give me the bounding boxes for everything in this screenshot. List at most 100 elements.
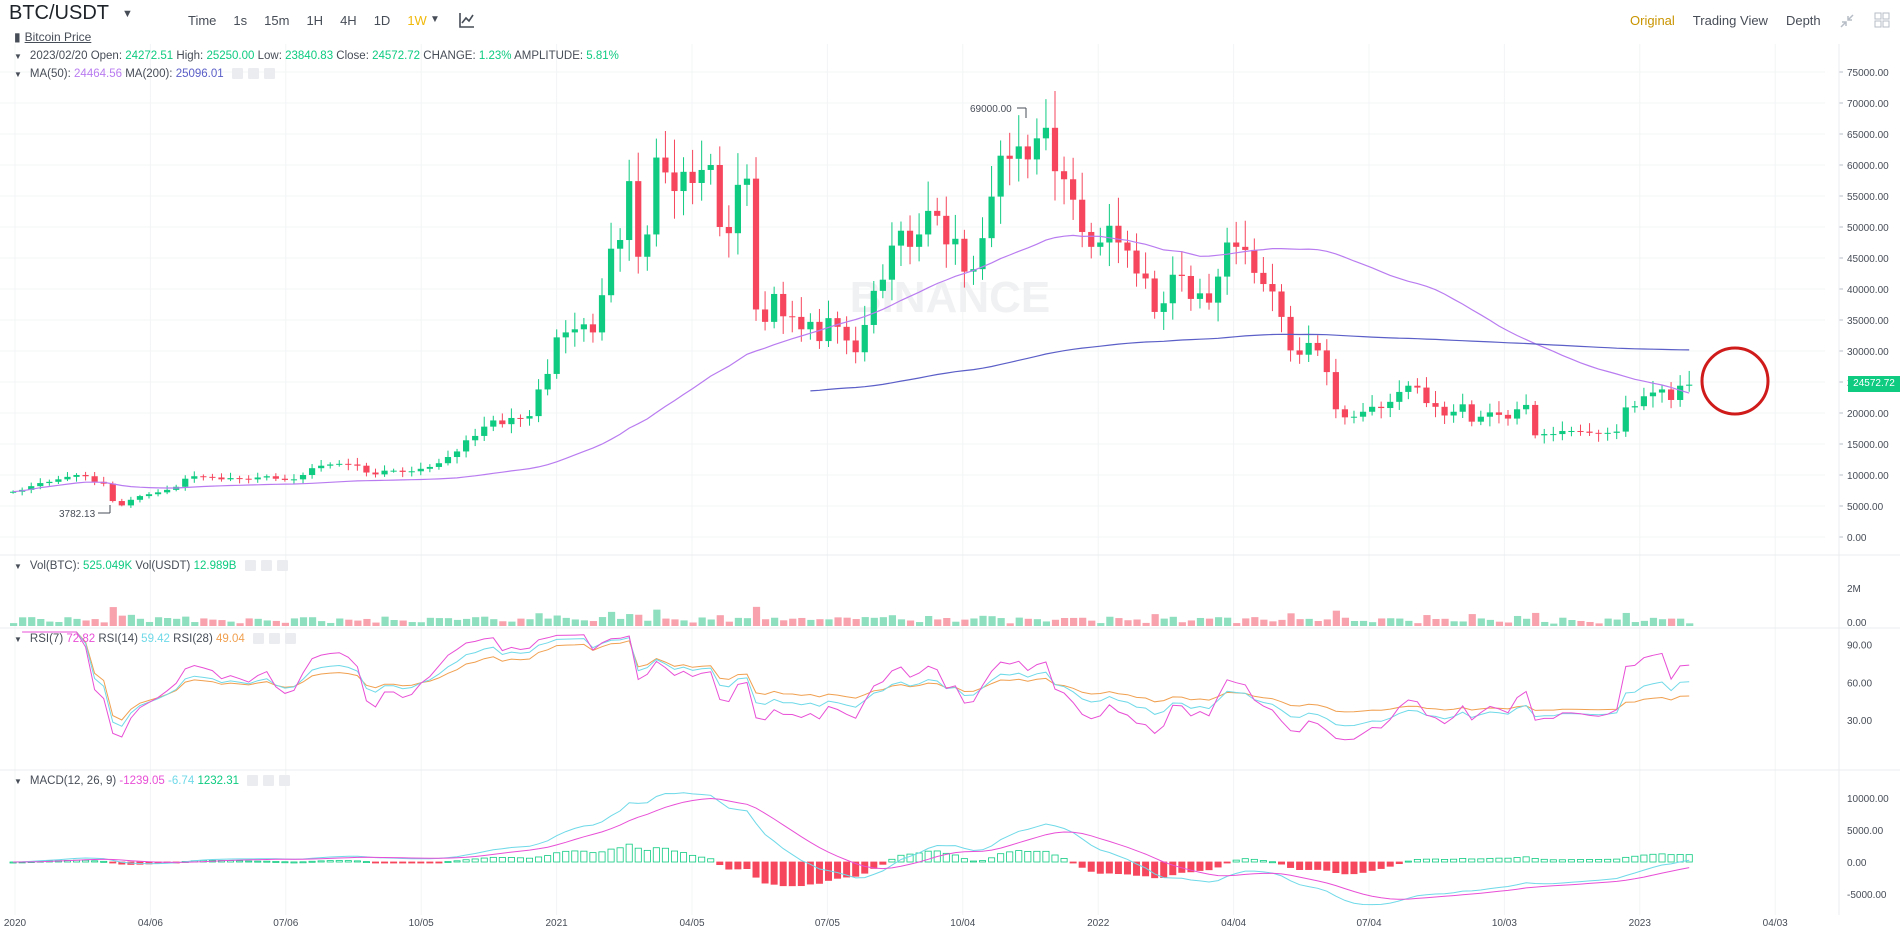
pair-selector[interactable]: BTC/USDT [9, 2, 109, 24]
time-tick-label: 07/04 [1356, 918, 1381, 929]
close-icon[interactable] [279, 775, 291, 787]
interval-4h[interactable]: 4H [340, 13, 357, 28]
macd-histogram-bar [960, 858, 968, 863]
indicators-icon[interactable] [458, 11, 476, 29]
rsi-tick-label: 60.00 [1847, 678, 1872, 689]
volume-bar [1622, 612, 1630, 626]
rsi-info: ▼ RSI(7) 72.82 RSI(14) 59.42 RSI(28) 49.0… [14, 633, 296, 645]
macd-tick-label: 10000.00 [1847, 794, 1889, 805]
close-icon[interactable] [284, 633, 296, 645]
collapse-chevron-icon[interactable]: ▼ [14, 777, 22, 786]
tab-trading-view[interactable]: Trading View [1692, 13, 1768, 28]
candle-body [381, 470, 388, 475]
macd-histogram-bar [362, 861, 370, 863]
volume-info: ▼ Vol(BTC): 525.049K Vol(USDT) 12.989B [14, 560, 288, 572]
macd-histogram-bar [553, 852, 561, 863]
volume-tick-label: 0.00 [1847, 618, 1867, 629]
price-tick-label: 30000.00 [1847, 347, 1889, 358]
tab-original[interactable]: Original [1630, 13, 1675, 28]
candle-body [535, 389, 542, 417]
candle-body [336, 463, 343, 465]
layout-grid-icon[interactable] [1874, 12, 1890, 28]
macd-histogram-bar [1087, 861, 1095, 872]
ma-info: ▼ MA(50): 24464.56 MA(200): 25096.01 [14, 68, 275, 80]
macd-histogram-bar [82, 859, 90, 863]
hide-icon[interactable] [231, 68, 243, 80]
macd-histogram-bar [1250, 858, 1258, 863]
settings-icon[interactable] [247, 68, 259, 80]
candle-body [327, 464, 334, 466]
macd-histogram-bar [1441, 858, 1449, 863]
volume-bar [1414, 623, 1422, 626]
settings-icon[interactable] [268, 633, 280, 645]
macd-histogram-bar [1069, 861, 1077, 864]
macd-histogram-bar [1133, 861, 1141, 876]
candle-body [1160, 303, 1167, 312]
volume-bar [988, 616, 996, 626]
interval-1w[interactable]: 1W [407, 13, 427, 28]
macd-histogram-bar [634, 847, 642, 863]
macd-histogram-bar [1586, 859, 1594, 863]
volume-bar [1686, 623, 1694, 626]
interval-1s[interactable]: 1s [233, 13, 248, 28]
candle-body [1079, 199, 1086, 232]
interval-time[interactable]: Time [188, 13, 217, 28]
close-icon[interactable] [276, 560, 288, 572]
macd-histogram-bar [353, 860, 361, 863]
macd-histogram-bar [1595, 859, 1603, 863]
volume-bar [879, 617, 887, 626]
hide-icon[interactable] [244, 560, 256, 572]
interval-1h[interactable]: 1H [306, 13, 324, 28]
candle-body [308, 468, 316, 475]
macd-histogram-bar [1241, 858, 1249, 863]
candle-body [1459, 404, 1466, 412]
macd-histogram-bar [571, 850, 579, 863]
candle-body [372, 472, 379, 475]
candle-body [870, 290, 877, 325]
volume-bar [1242, 618, 1250, 626]
candle-body [680, 171, 687, 192]
volume-bar [1305, 618, 1313, 626]
macd-histogram-bar [1051, 854, 1059, 863]
interval-1d[interactable]: 1D [373, 13, 391, 28]
macd-histogram-bar [1549, 859, 1557, 863]
chevron-down-icon[interactable]: ▼ [122, 8, 133, 20]
macd-histogram-bar [670, 850, 678, 863]
macd-histogram-bar [1332, 861, 1340, 874]
volume-bar [743, 618, 752, 626]
candle-body [1504, 414, 1512, 419]
candle-body [1441, 406, 1448, 416]
macd-dea-line [13, 797, 1690, 900]
collapse-chevron-icon[interactable]: ▼ [14, 70, 22, 79]
volume-bar [834, 617, 842, 626]
hide-icon[interactable] [252, 633, 264, 645]
hide-icon[interactable] [247, 775, 259, 787]
macd-histogram-bar [335, 860, 343, 863]
candle-body [816, 321, 823, 342]
volume-bar [707, 619, 715, 626]
settings-icon[interactable] [263, 775, 275, 787]
tab-depth[interactable]: Depth [1785, 13, 1821, 28]
volume-bar [272, 620, 280, 626]
candle-body [10, 491, 17, 493]
volume-bar [463, 618, 471, 626]
volume-bar [55, 621, 63, 626]
close-icon[interactable] [263, 68, 275, 80]
candle-body [1260, 272, 1267, 285]
bitcoin-price-link[interactable]: Bitcoin Price [24, 30, 92, 44]
collapse-chevron-icon[interactable]: ▼ [14, 635, 22, 644]
macd-histogram-bar [1468, 858, 1476, 863]
interval-more-chevron-icon[interactable]: ▼ [430, 14, 440, 25]
volume-bar [544, 618, 552, 626]
price-tick-label: 45000.00 [1847, 254, 1889, 265]
collapse-icon[interactable] [1838, 12, 1856, 30]
volume-bar [218, 620, 226, 626]
settings-icon[interactable] [260, 560, 272, 572]
collapse-chevron-icon[interactable]: ▼ [14, 562, 22, 571]
macd-histogram-bar [426, 861, 434, 864]
macd-histogram-bar [806, 861, 814, 885]
interval-15m[interactable]: 15m [264, 13, 290, 28]
collapse-chevron-icon[interactable]: ▼ [14, 52, 22, 61]
macd-histogram-bar [770, 861, 778, 885]
